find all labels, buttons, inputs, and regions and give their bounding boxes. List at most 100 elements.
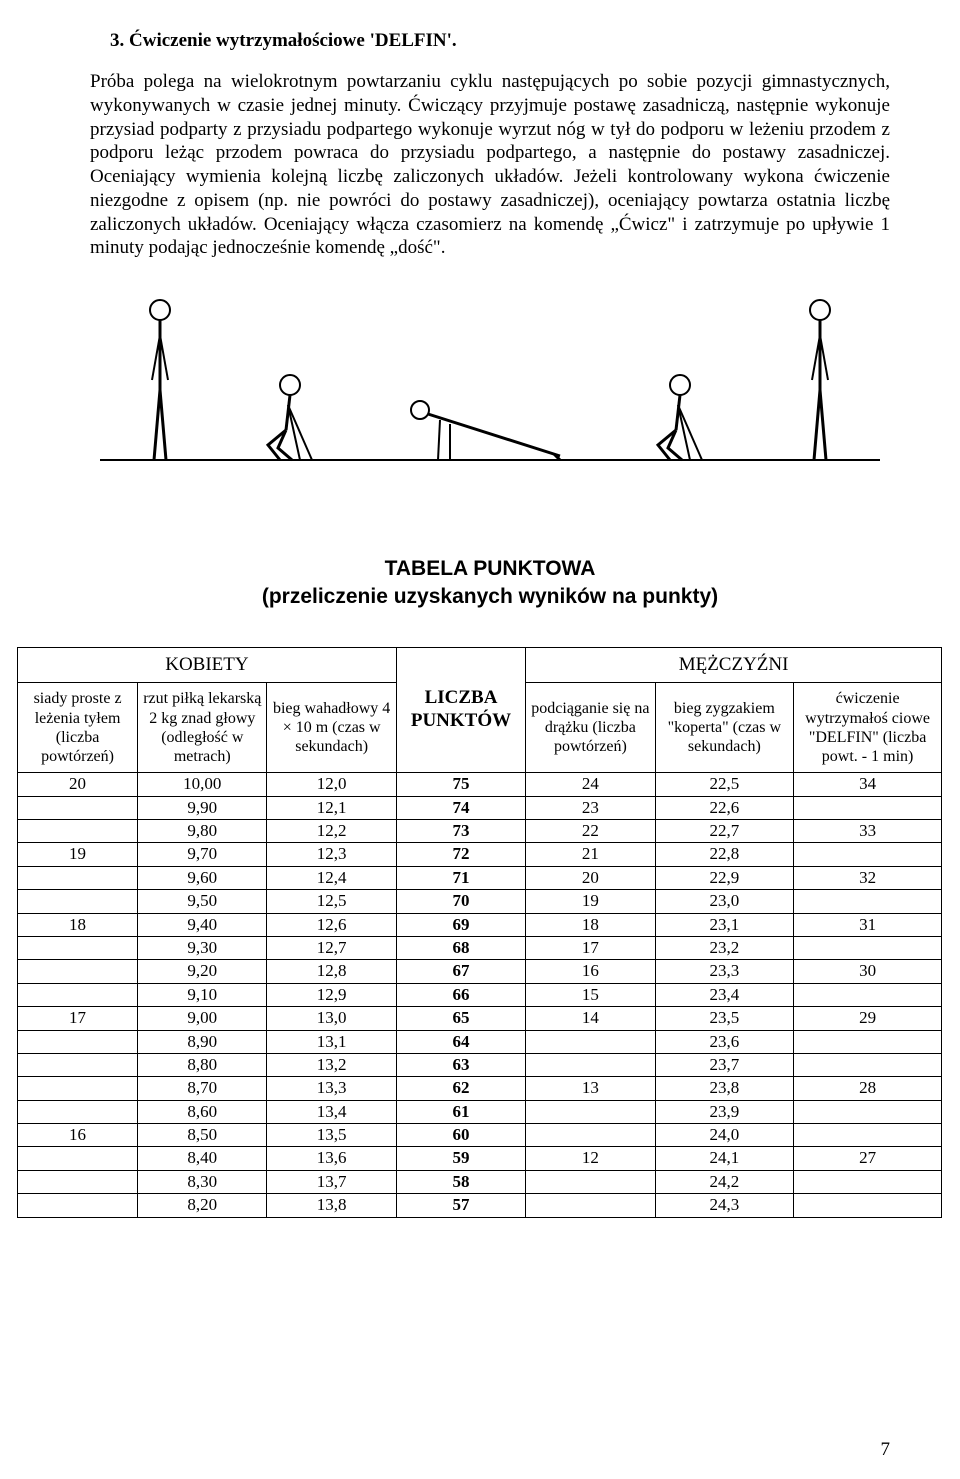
table-title-line1: TABELA PUNKTOWA — [385, 557, 596, 580]
table-row: 8,8013,26323,7 — [18, 1053, 942, 1076]
table-cell — [526, 1170, 655, 1193]
table-cell: 12,1 — [267, 796, 396, 819]
table-cell: 13,8 — [267, 1194, 396, 1217]
table-cell: 20 — [18, 773, 138, 796]
section-heading: 3. Ćwiczenie wytrzymałościowe 'DELFIN'. — [110, 30, 890, 52]
table-cell: 68 — [396, 936, 525, 959]
table-row: 2010,0012,0752422,534 — [18, 773, 942, 796]
table-cell: 16 — [18, 1124, 138, 1147]
table-cell: 24,1 — [655, 1147, 794, 1170]
table-cell: 18 — [526, 913, 655, 936]
table-cell: 63 — [396, 1053, 525, 1076]
page-number: 7 — [881, 1439, 891, 1461]
table-cell: 70 — [396, 890, 525, 913]
table-cell — [526, 1100, 655, 1123]
table-cell: 60 — [396, 1124, 525, 1147]
table-cell: 9,10 — [138, 983, 267, 1006]
table-cell: 58 — [396, 1170, 525, 1193]
table-cell: 12,5 — [267, 890, 396, 913]
table-cell: 22,5 — [655, 773, 794, 796]
table-cell: 18 — [18, 913, 138, 936]
table-cell: 62 — [396, 1077, 525, 1100]
table-cell: 8,70 — [138, 1077, 267, 1100]
table-cell — [18, 1147, 138, 1170]
table-cell: 12,9 — [267, 983, 396, 1006]
table-cell: 61 — [396, 1100, 525, 1123]
table-cell: 9,70 — [138, 843, 267, 866]
table-cell: 20 — [526, 866, 655, 889]
table-cell: 22,8 — [655, 843, 794, 866]
table-cell: 67 — [396, 960, 525, 983]
table-row: 168,5013,56024,0 — [18, 1124, 942, 1147]
table-row: 8,2013,85724,3 — [18, 1194, 942, 1217]
table-row: 189,4012,6691823,131 — [18, 913, 942, 936]
table-cell: 23,7 — [655, 1053, 794, 1076]
table-cell: 17 — [526, 936, 655, 959]
table-row: 9,6012,4712022,932 — [18, 866, 942, 889]
table-cell — [18, 936, 138, 959]
table-cell: 10,00 — [138, 773, 267, 796]
col-header-points-text: LICZBA PUNKTÓW — [411, 687, 511, 731]
table-cell: 9,00 — [138, 1007, 267, 1030]
table-cell — [526, 1194, 655, 1217]
table-row: 8,7013,3621323,828 — [18, 1077, 942, 1100]
table-cell: 23,9 — [655, 1100, 794, 1123]
table-cell — [18, 983, 138, 1006]
table-cell — [794, 1100, 942, 1123]
col-header-pullups: podciąganie się na drążku (liczba powtór… — [526, 683, 655, 773]
table-cell: 24 — [526, 773, 655, 796]
table-cell: 9,30 — [138, 936, 267, 959]
table-cell: 8,90 — [138, 1030, 267, 1053]
table-cell: 9,60 — [138, 866, 267, 889]
col-header-delfin: ćwiczenie wytrzymałoś ciowe "DELFIN" (li… — [794, 683, 942, 773]
table-cell: 17 — [18, 1007, 138, 1030]
table-cell: 23,8 — [655, 1077, 794, 1100]
table-cell: 23,0 — [655, 890, 794, 913]
table-cell: 22,6 — [655, 796, 794, 819]
table-cell — [526, 1053, 655, 1076]
table-cell: 57 — [396, 1194, 525, 1217]
table-cell: 32 — [794, 866, 942, 889]
table-cell: 8,60 — [138, 1100, 267, 1123]
table-cell — [526, 1124, 655, 1147]
table-cell — [18, 960, 138, 983]
table-cell — [794, 796, 942, 819]
table-row: 8,6013,461 23,9 — [18, 1100, 942, 1123]
table-cell — [18, 1100, 138, 1123]
col-header-zigzag: bieg zygzakiem "koperta" (czas w sekunda… — [655, 683, 794, 773]
table-cell: 27 — [794, 1147, 942, 1170]
table-cell: 13,6 — [267, 1147, 396, 1170]
table-cell: 30 — [794, 960, 942, 983]
table-cell: 19 — [18, 843, 138, 866]
table-row: 9,8012,2732222,733 — [18, 820, 942, 843]
table-cell: 9,80 — [138, 820, 267, 843]
table-cell — [794, 983, 942, 1006]
score-table: KOBIETY LICZBA PUNKTÓW MĘŻCZYŹNI siady p… — [17, 647, 942, 1218]
table-cell: 12,7 — [267, 936, 396, 959]
table-title: TABELA PUNKTOWA (przeliczenie uzyskanych… — [90, 555, 890, 612]
table-cell: 13,4 — [267, 1100, 396, 1123]
table-cell — [794, 843, 942, 866]
table-cell: 23,3 — [655, 960, 794, 983]
table-title-line2: (przeliczenie uzyskanych wyników na punk… — [262, 585, 718, 608]
table-cell: 64 — [396, 1030, 525, 1053]
table-cell: 23,6 — [655, 1030, 794, 1053]
table-cell: 9,90 — [138, 796, 267, 819]
table-cell — [794, 1170, 942, 1193]
table-cell: 19 — [526, 890, 655, 913]
table-row: 9,5012,5701923,0 — [18, 890, 942, 913]
table-cell: 28 — [794, 1077, 942, 1100]
table-cell — [794, 936, 942, 959]
table-cell: 9,40 — [138, 913, 267, 936]
table-cell: 13,5 — [267, 1124, 396, 1147]
table-cell: 8,20 — [138, 1194, 267, 1217]
table-cell — [18, 1194, 138, 1217]
table-cell: 73 — [396, 820, 525, 843]
table-cell: 71 — [396, 866, 525, 889]
table-cell: 72 — [396, 843, 525, 866]
table-cell: 22,9 — [655, 866, 794, 889]
table-row: 8,3013,75824,2 — [18, 1170, 942, 1193]
table-row: 199,7012,3722122,8 — [18, 843, 942, 866]
table-cell: 14 — [526, 1007, 655, 1030]
table-cell: 16 — [526, 960, 655, 983]
